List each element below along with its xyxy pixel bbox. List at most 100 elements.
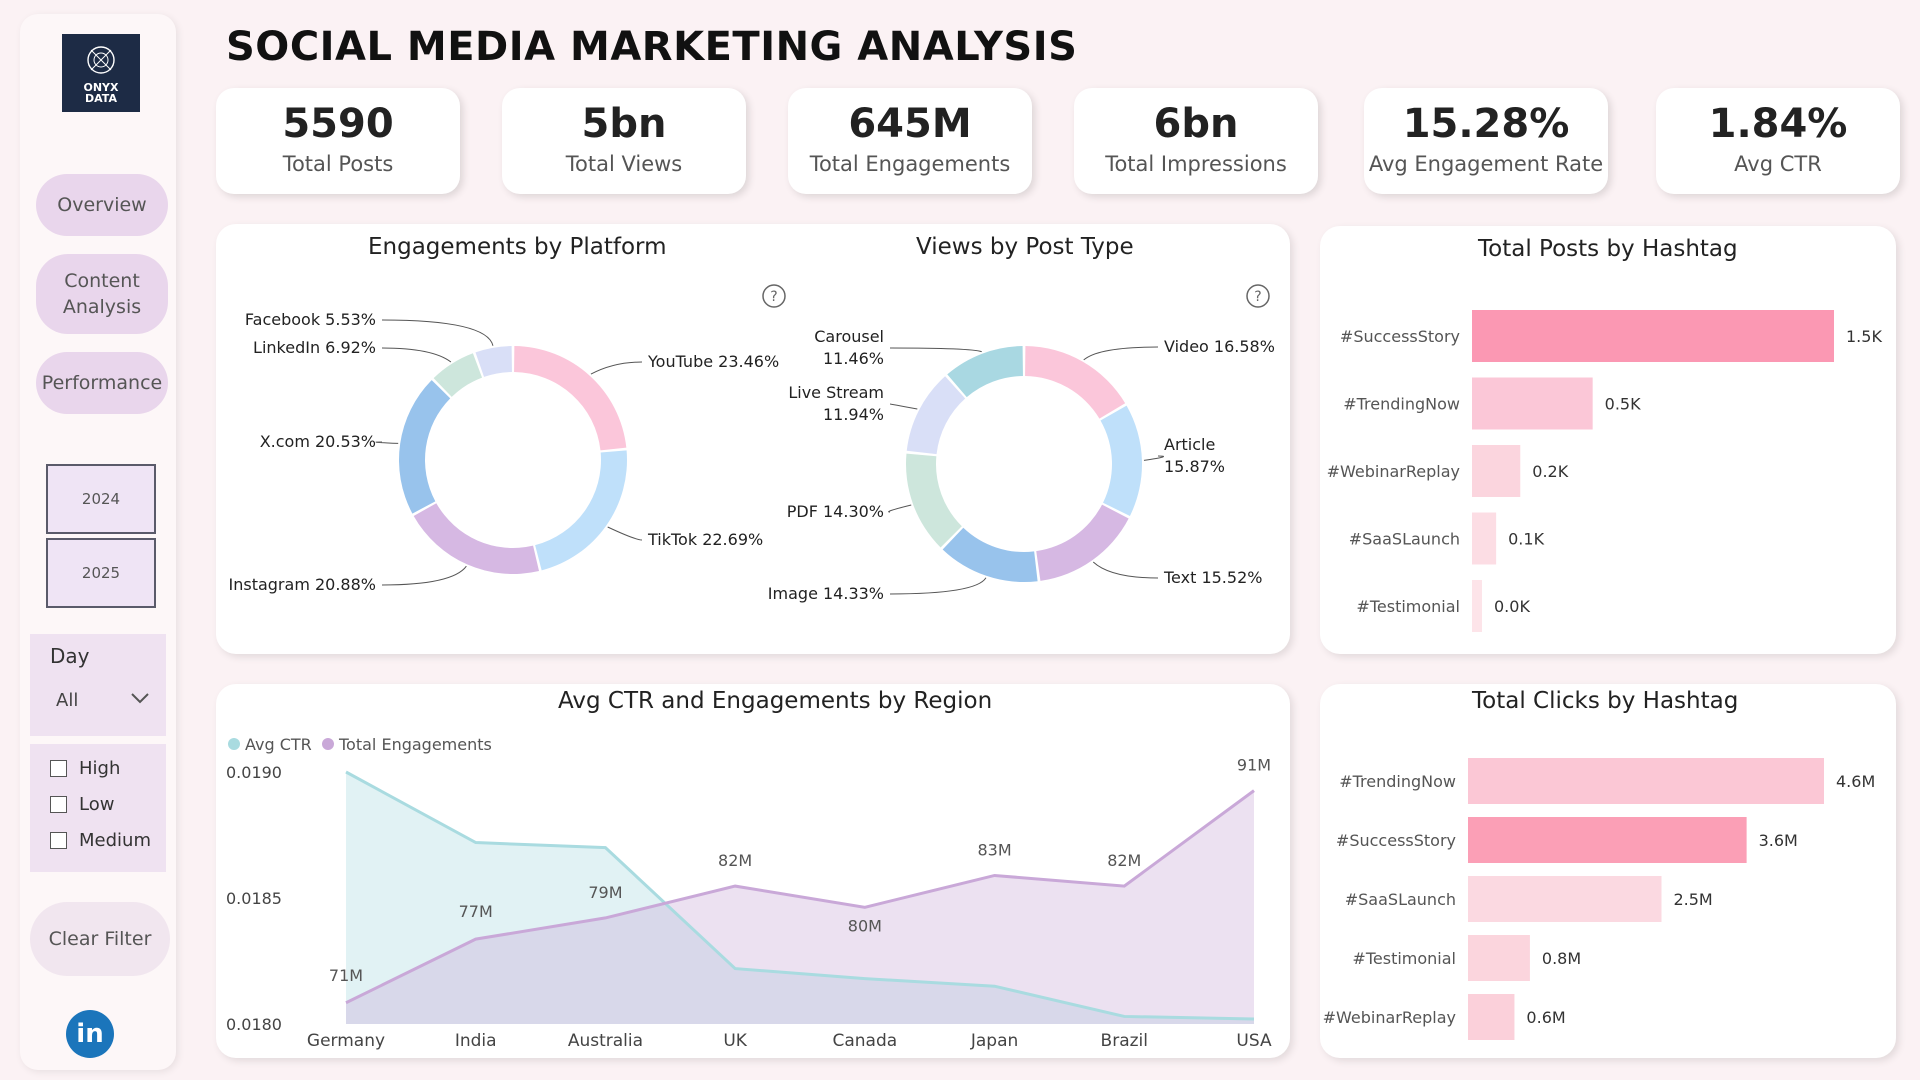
- data-label-engagements: 71M: [329, 966, 363, 985]
- leader-line: [607, 526, 643, 541]
- x-tick-label: Japan: [970, 1031, 1018, 1051]
- bar-webinarreplay: [1468, 994, 1515, 1040]
- bar-category-label: #WebinarReplay: [1327, 462, 1460, 481]
- priority-checkbox-medium[interactable]: Medium: [50, 830, 151, 851]
- donut-slice-carousel: [947, 346, 1023, 398]
- kpi-label: Total Views: [565, 152, 683, 176]
- clicks-by-hashtag-svg: #TrendingNow 4.6M #SuccessStory 3.6M #SaaSLa…: [1323, 758, 1875, 1040]
- checkbox-icon[interactable]: [50, 796, 67, 813]
- donut-label-linkedin: LinkedIn 6.92%: [253, 338, 376, 357]
- leader-line: [375, 441, 399, 444]
- nav-overview-label: Overview: [57, 194, 147, 216]
- kpi-value: 15.28%: [1402, 101, 1570, 147]
- bar-value-label: 0.0K: [1494, 597, 1530, 616]
- bar-successstory: [1472, 310, 1834, 362]
- x-tick-label: USA: [1236, 1031, 1272, 1051]
- donut-label-line: TikTok 22.69%: [647, 530, 763, 549]
- bar-saaslaunch: [1468, 876, 1662, 922]
- bar-category-label: #TrendingNow: [1343, 395, 1460, 414]
- ctr-engagements-svg: Avg CTR Total Engagements 0.0190 0.0185 0.01…: [226, 735, 1272, 1051]
- bar-category-label: #SaaSLaunch: [1345, 890, 1456, 909]
- x-tick-label: Canada: [833, 1031, 898, 1051]
- chart-title-posts-by-hashtag: Total Posts by Hashtag: [1478, 236, 1738, 262]
- clicks-by-hashtag-card: Total Clicks by Hashtag #TrendingNow 4.6M…: [1320, 684, 1896, 1058]
- priority-filter: High Low Medium: [30, 744, 166, 872]
- donut-label-line: Instagram 20.88%: [229, 575, 377, 594]
- bar-value-label: 4.6M: [1836, 772, 1875, 791]
- donut-slice-video: [1025, 346, 1126, 419]
- x-tick-label: UK: [723, 1031, 747, 1051]
- kpi-label: Total Impressions: [1105, 152, 1287, 176]
- linkedin-glyph: in: [76, 1019, 104, 1049]
- leader-line: [1143, 455, 1164, 461]
- chevron-down-icon[interactable]: [130, 692, 150, 704]
- bar-trendingnow: [1468, 758, 1824, 804]
- x-tick-label: Australia: [568, 1031, 643, 1051]
- donut-slice-text: [1036, 504, 1129, 581]
- kpi-label: Avg CTR: [1734, 152, 1822, 176]
- bar-category-label: #WebinarReplay: [1323, 1008, 1456, 1027]
- checkbox-icon[interactable]: [50, 832, 67, 849]
- donut-label-youtube: YouTube 23.46%: [647, 352, 779, 371]
- line-avg-ctr: [345, 770, 1255, 1021]
- chart-title-views-by-post-type: Views by Post Type: [916, 234, 1134, 260]
- bar-category-label: #Testimonial: [1356, 597, 1460, 616]
- donut-label-text: Text 15.52%: [1163, 568, 1262, 587]
- bar-category-label: #Testimonial: [1352, 949, 1456, 968]
- donut-charts-svg: YouTube 23.46% TikTok 22.69% Instagram 20.…: [229, 284, 1275, 603]
- year-2024-slicer[interactable]: 2024: [46, 464, 156, 534]
- kpi-label: Avg Engagement Rate: [1368, 152, 1604, 176]
- help-icon: [762, 284, 786, 308]
- donut-slice-live-stream: [906, 376, 966, 455]
- x-tick-label: Brazil: [1101, 1031, 1148, 1051]
- day-filter-dropdown[interactable]: All: [56, 690, 79, 711]
- leader-line: [888, 504, 912, 513]
- donut-label-article: Article 15.87%: [1164, 435, 1225, 476]
- kpi-value: 5590: [282, 101, 394, 147]
- area-total-engagements: [346, 790, 1254, 1024]
- data-label-engagements: 83M: [977, 840, 1011, 859]
- chart-title-clicks-by-hashtag: Total Clicks by Hashtag: [1472, 688, 1739, 714]
- donut-label-line: Carousel: [814, 327, 884, 346]
- nav-performance-button[interactable]: Performance: [36, 352, 168, 414]
- year-2025-slicer[interactable]: 2025: [46, 538, 156, 608]
- nav-content-analysis-button[interactable]: Content Analysis: [36, 254, 168, 334]
- linkedin-icon[interactable]: in: [66, 1010, 114, 1058]
- kpi-card-total-engagements: 645M Total Engagements: [788, 88, 1032, 194]
- bar-successstory: [1468, 817, 1747, 863]
- logo-mark-icon: [87, 46, 115, 74]
- kpi-value: 5bn: [581, 101, 667, 147]
- bar-value-label: 0.8M: [1542, 949, 1581, 968]
- donut-label-image: Image 14.33%: [768, 584, 884, 603]
- y-tick-label: 0.0185: [226, 889, 282, 908]
- sidebar: ONYX DATA Overview Content Analysis Perf…: [20, 14, 176, 1070]
- donut-label-x-com: X.com 20.53%: [260, 432, 376, 451]
- bar-category-label: #SuccessStory: [1340, 327, 1460, 346]
- donut-label-tiktok: TikTok 22.69%: [647, 530, 763, 549]
- priority-checkbox-high[interactable]: High: [50, 758, 120, 779]
- donut-slice-youtube: [514, 346, 627, 451]
- kpi-card-avg-engagement-rate: 15.28% Avg Engagement Rate: [1364, 88, 1608, 194]
- bar-value-label: 1.5K: [1846, 327, 1882, 346]
- priority-label: Low: [79, 794, 115, 815]
- nav-content-label-line1: Content: [64, 270, 140, 292]
- legend-dot-avg-ctr: [228, 738, 240, 750]
- nav-overview-button[interactable]: Overview: [36, 174, 168, 236]
- checkbox-icon[interactable]: [50, 760, 67, 777]
- priority-checkbox-low[interactable]: Low: [50, 794, 114, 815]
- donut-slice-tiktok: [535, 450, 627, 571]
- nav-performance-label: Performance: [41, 372, 163, 394]
- donut-slice-linkedin: [433, 353, 483, 397]
- clear-filter-button[interactable]: Clear Filter: [30, 902, 170, 976]
- x-tick-label: Germany: [307, 1031, 385, 1051]
- leader-line: [381, 347, 452, 363]
- donut-label-line: Article: [1164, 435, 1215, 454]
- help-icon: ?: [1254, 289, 1261, 305]
- kpi-value: 1.84%: [1708, 101, 1848, 147]
- kpi-value: 6bn: [1153, 101, 1239, 147]
- kpi-label: Total Engagements: [809, 152, 1011, 176]
- legend-label-total-engagements: Total Engagements: [338, 735, 492, 754]
- y-tick-label: 0.0180: [226, 1015, 282, 1034]
- help-icon: [1246, 284, 1270, 308]
- bar-category-label: #TrendingNow: [1339, 772, 1456, 791]
